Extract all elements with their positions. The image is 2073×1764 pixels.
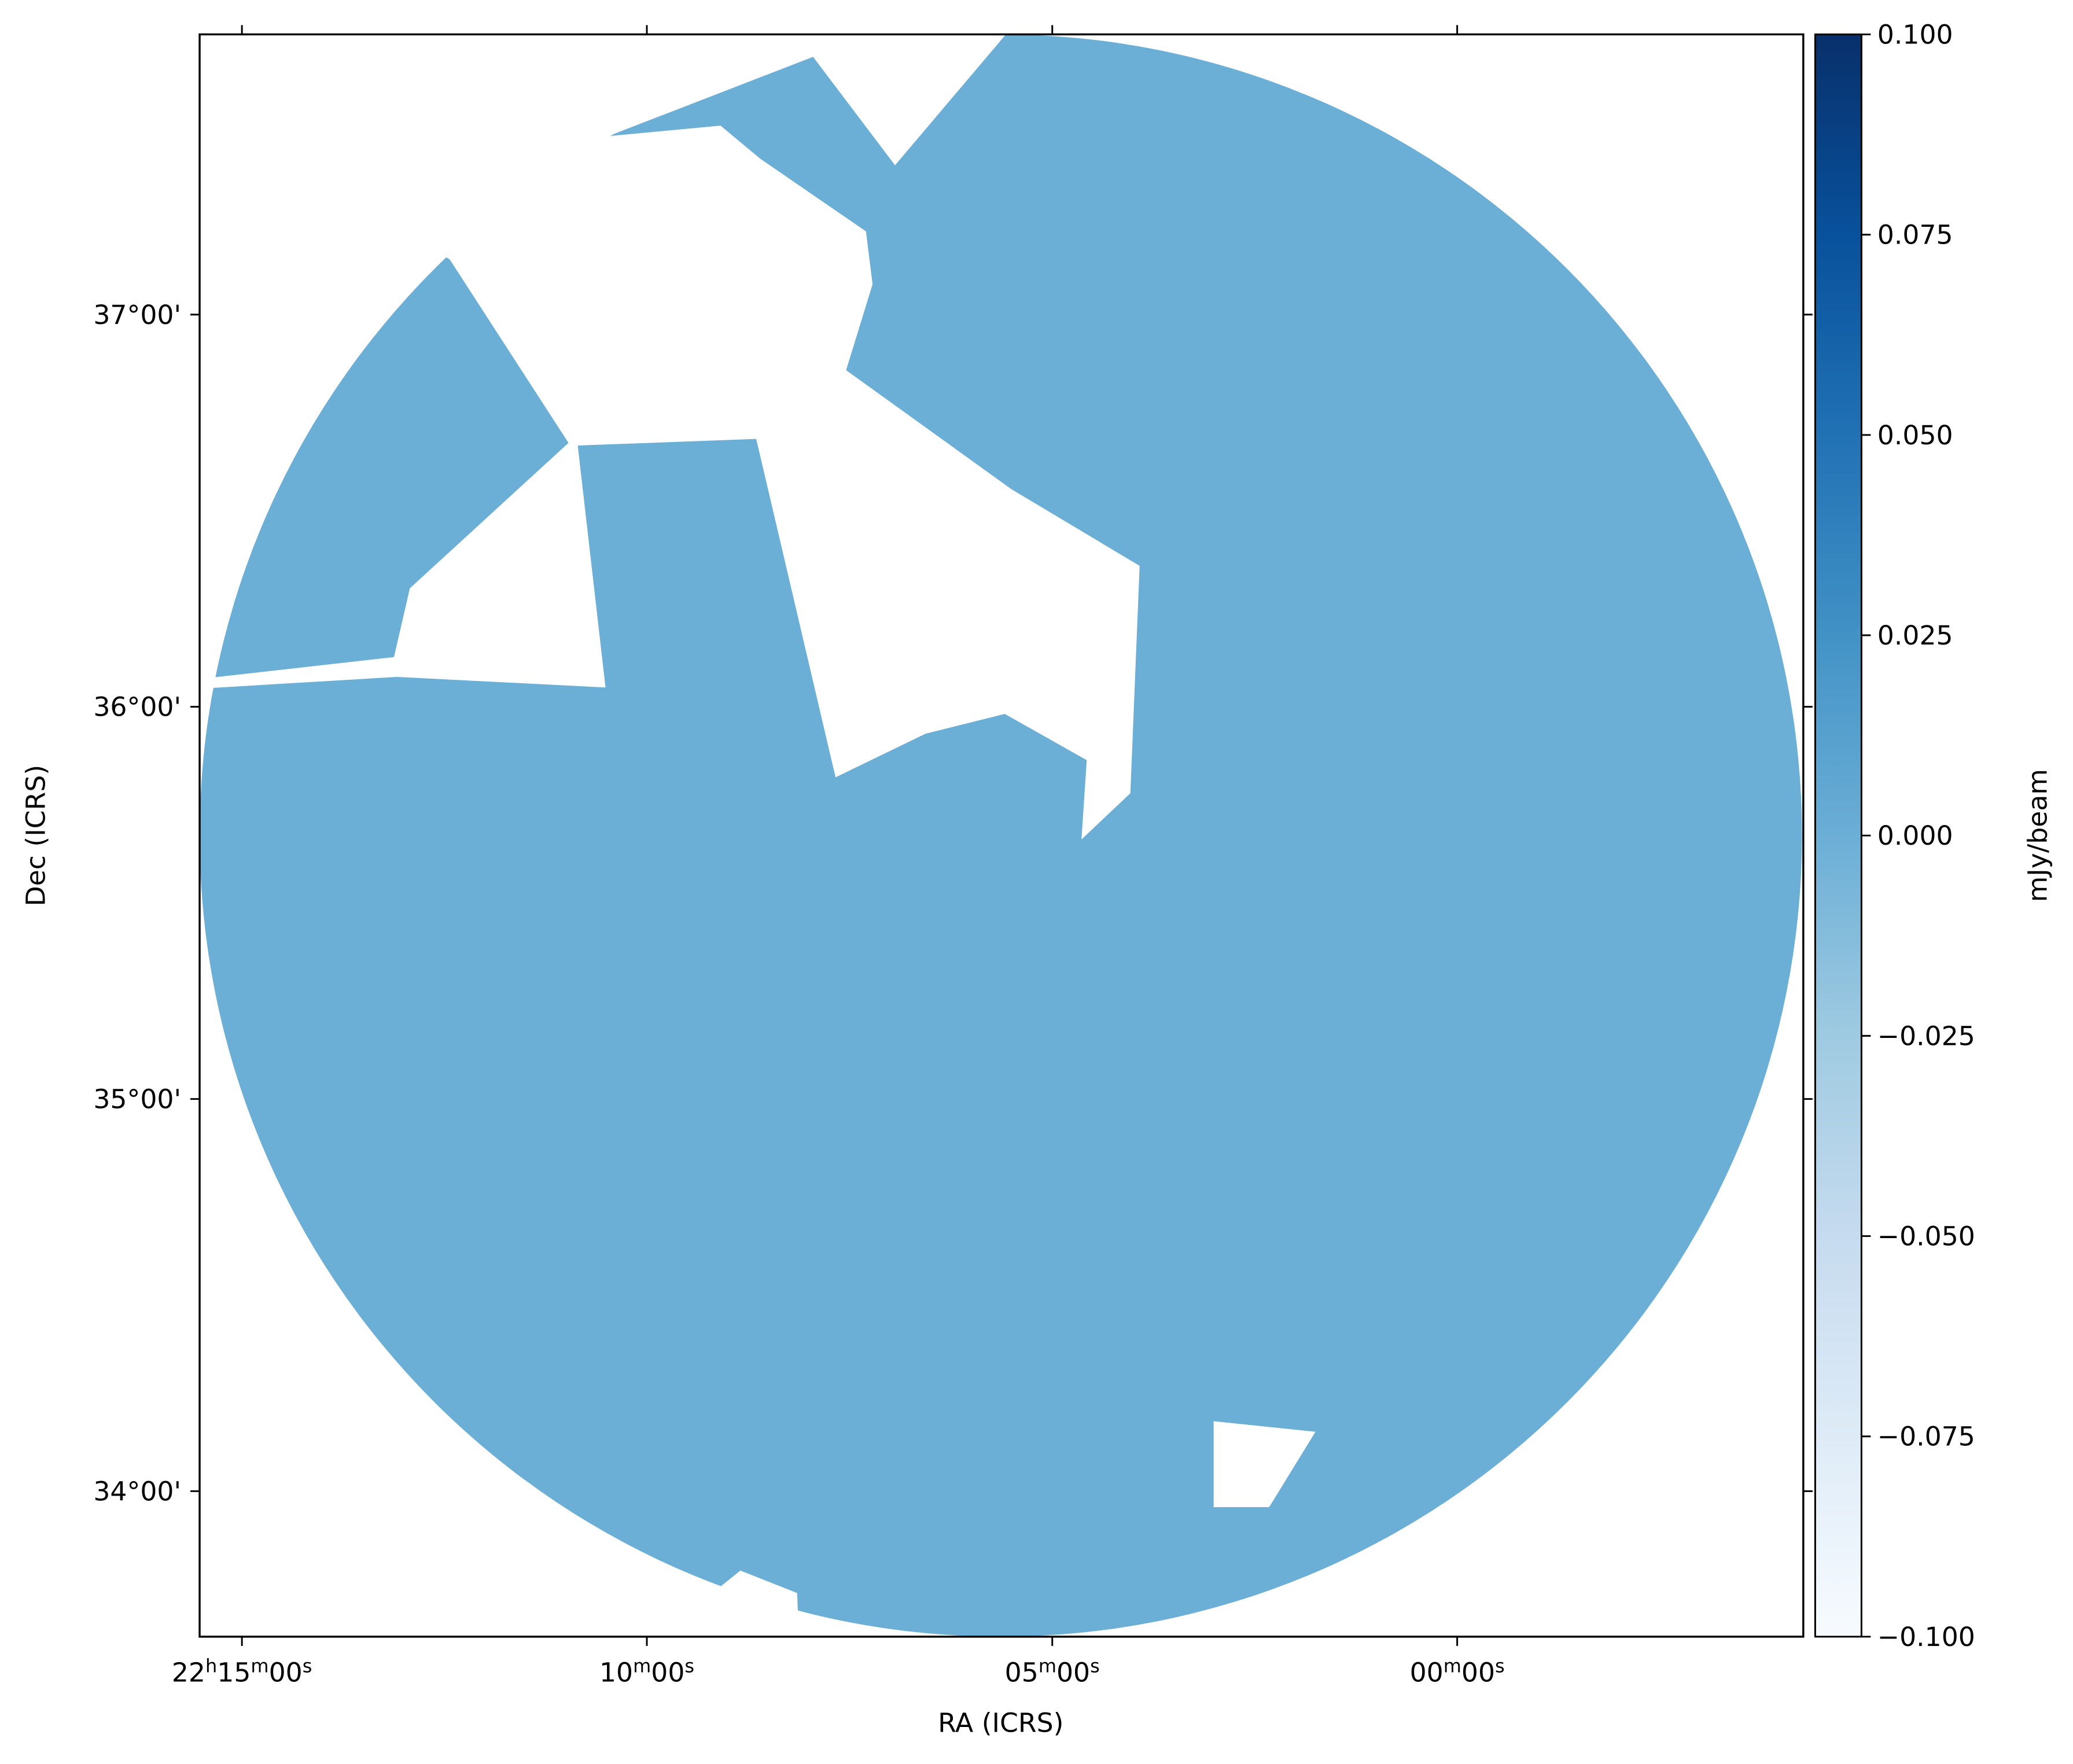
x-tick-label: 05m00s <box>1005 1655 1100 1688</box>
colorbar-tick-label: 0.050 <box>1877 420 1953 451</box>
y-axis-label: Dec (ICRS) <box>21 765 51 907</box>
x-tick-label: 10m00s <box>599 1655 694 1688</box>
x-tick-label: 22h15m00s <box>172 1655 312 1688</box>
colorbar-tick-label: −0.025 <box>1877 1021 1975 1051</box>
mask-hole <box>1213 1421 1316 1507</box>
y-tick-label: 34°00' <box>93 1476 181 1507</box>
colorbar-tick-label: 0.025 <box>1877 620 1953 651</box>
colorbar-label: mJy/beam <box>2022 769 2053 902</box>
mask-hole <box>720 1570 799 1633</box>
colorbar <box>1814 33 1862 1638</box>
colorbar-tick-label: −0.100 <box>1877 1622 1975 1652</box>
coverage-disk <box>200 34 1802 1637</box>
plot-frame <box>198 33 1805 1638</box>
x-tick-label: 00m00s <box>1410 1655 1505 1688</box>
image <box>200 34 1802 1637</box>
colorbar-tick-label: −0.050 <box>1877 1221 1975 1252</box>
colorbar-tick-label: −0.075 <box>1877 1421 1975 1452</box>
colorbar-tick-label: 0.000 <box>1877 820 1953 851</box>
colorbar-tick-label: 0.100 <box>1877 19 1953 50</box>
colorbar-tick-label: 0.075 <box>1877 220 1953 251</box>
x-axis-label: RA (ICRS) <box>938 1707 1063 1738</box>
y-tick-label: 35°00' <box>93 1084 181 1115</box>
mask-hole <box>200 34 1140 840</box>
y-tick-label: 37°00' <box>93 300 181 330</box>
y-tick-label: 36°00' <box>93 692 181 723</box>
